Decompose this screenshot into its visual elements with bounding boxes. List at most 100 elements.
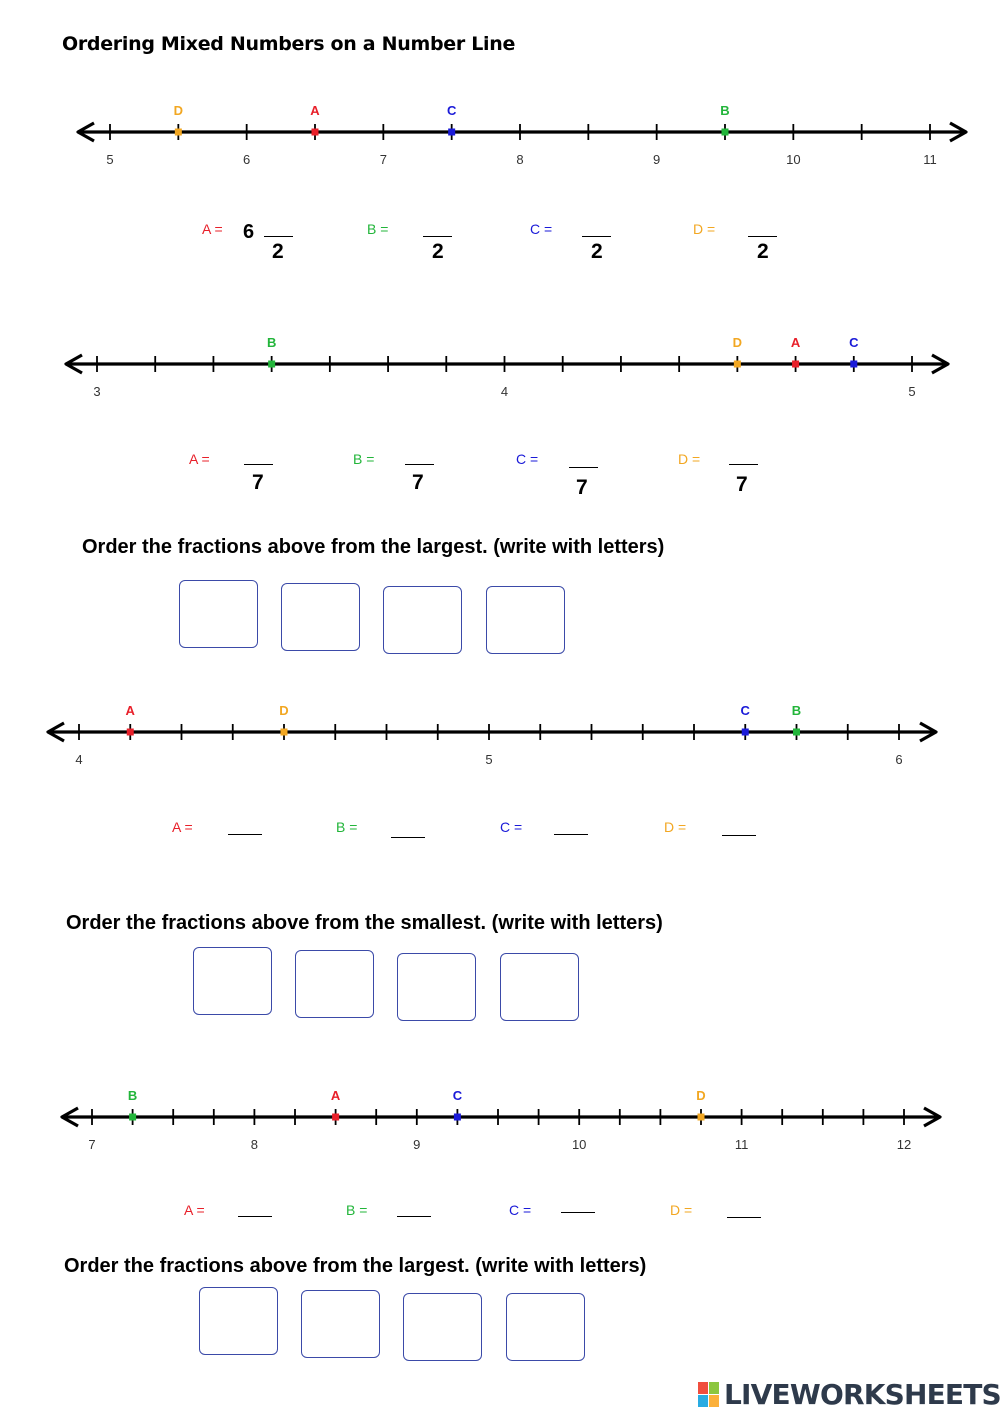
answer-label-b: B = [353, 451, 375, 467]
tick-label: 5 [106, 152, 113, 167]
tick-label: 5 [908, 384, 915, 399]
point-c [453, 1113, 461, 1121]
answer-row-4: A = B = C = D = [0, 1198, 1000, 1258]
denominator-a: 7 [252, 471, 264, 494]
point-label-a: A [791, 335, 801, 350]
order-answer-box[interactable] [199, 1287, 278, 1355]
answer-label-b: B = [336, 819, 358, 835]
order-answer-box[interactable] [281, 583, 360, 651]
answer-label-c: C = [530, 221, 553, 237]
point-a [792, 360, 800, 368]
tick-label: 6 [895, 752, 902, 767]
tick-label: 8 [251, 1137, 258, 1152]
order-answer-box[interactable] [383, 586, 462, 654]
numerator-blank-a[interactable] [264, 236, 293, 237]
point-label-c: C [849, 335, 859, 350]
order-answer-box[interactable] [500, 953, 579, 1021]
point-a [311, 128, 319, 136]
denominator-c: 2 [591, 240, 603, 263]
point-label-b: B [720, 103, 729, 118]
tick-label: 3 [93, 384, 100, 399]
order-answer-box[interactable] [193, 947, 272, 1015]
answer-blank-c[interactable] [554, 834, 588, 835]
order-answer-box[interactable] [506, 1293, 585, 1361]
tick-label: 7 [380, 152, 387, 167]
answer-blank-a[interactable] [238, 1216, 272, 1217]
whole-number-a: 6 [243, 221, 255, 243]
point-label-b: B [792, 703, 801, 718]
answer-label-d: D = [678, 451, 701, 467]
point-label-a: A [310, 103, 320, 118]
denominator-d: 7 [736, 473, 748, 496]
number-line-4: 7 8 9 10 11 12 B A C D [60, 1088, 942, 1152]
point-c [448, 128, 456, 136]
answer-blank-b[interactable] [397, 1216, 431, 1217]
number-line-2: 3 4 5 B D A C [64, 335, 950, 399]
tick-label: 7 [88, 1137, 95, 1152]
point-label-d: D [279, 703, 288, 718]
order-answer-box[interactable] [403, 1293, 482, 1361]
left-arrow-icon [76, 121, 95, 143]
tick-label: 10 [572, 1137, 586, 1152]
answer-blank-d[interactable] [722, 835, 756, 836]
answer-blank-b[interactable] [391, 837, 425, 838]
answer-blank-d[interactable] [727, 1217, 761, 1218]
tick-label: 8 [516, 152, 523, 167]
tick-label: 4 [501, 384, 508, 399]
answer-label-a: A = [202, 221, 223, 237]
answer-label-c: C = [500, 819, 523, 835]
order-answer-box[interactable] [295, 950, 374, 1018]
worksheet-title: Ordering Mixed Numbers on a Number Line [62, 33, 516, 55]
answer-blank-a[interactable] [228, 834, 262, 835]
right-arrow-icon [919, 721, 938, 743]
left-arrow-icon [46, 721, 65, 743]
answer-label-b: B = [346, 1202, 368, 1218]
number-line-1: 5 6 7 8 9 10 11 D A C B [76, 103, 968, 167]
point-b [129, 1113, 137, 1121]
order-answer-box[interactable] [301, 1290, 380, 1358]
answer-label-a: A = [172, 819, 193, 835]
answer-row-3: A = B = C = D = [0, 815, 1000, 875]
numerator-blank-b[interactable] [423, 236, 452, 237]
order-answer-box[interactable] [179, 580, 258, 648]
point-a [126, 728, 134, 736]
brand-blocks-icon [698, 1382, 720, 1408]
point-label-a: A [126, 703, 136, 718]
order-question-2: Order the fractions above from the small… [66, 912, 663, 934]
numerator-blank-a[interactable] [244, 464, 273, 465]
order-question-3: Order the fractions above from the large… [64, 1255, 647, 1277]
left-arrow-icon [60, 1106, 79, 1128]
numerator-blank-d[interactable] [748, 236, 777, 237]
denominator-b: 2 [432, 240, 444, 263]
order-question-1: Order the fractions above from the large… [82, 536, 665, 558]
numerator-blank-c[interactable] [582, 236, 611, 237]
point-d [733, 360, 741, 368]
answer-label-d: D = [664, 819, 687, 835]
point-b [721, 128, 729, 136]
denominator-b: 7 [412, 471, 424, 494]
answer-label-d: D = [670, 1202, 693, 1218]
point-label-a: A [331, 1088, 341, 1103]
point-d [280, 728, 288, 736]
point-d [697, 1113, 705, 1121]
point-label-d: D [696, 1088, 705, 1103]
tick-label: 4 [75, 752, 82, 767]
point-b [793, 728, 800, 736]
point-label-c: C [453, 1088, 463, 1103]
numerator-blank-d[interactable] [729, 464, 758, 465]
order-answer-box[interactable] [397, 953, 476, 1021]
answer-blank-c[interactable] [561, 1212, 595, 1213]
answer-label-d: D = [693, 221, 716, 237]
numerator-blank-b[interactable] [405, 464, 434, 465]
point-c [741, 728, 749, 736]
denominator-c: 7 [576, 476, 588, 499]
denominator-a: 2 [272, 240, 284, 263]
point-label-c: C [741, 703, 751, 718]
number-line-3: 4 5 6 A D C B [46, 703, 938, 767]
order-answer-box[interactable] [486, 586, 565, 654]
numerator-blank-c[interactable] [569, 467, 598, 468]
answer-label-c: C = [509, 1202, 532, 1218]
right-arrow-icon [923, 1106, 942, 1128]
right-arrow-icon [931, 353, 950, 375]
point-a [332, 1113, 340, 1121]
